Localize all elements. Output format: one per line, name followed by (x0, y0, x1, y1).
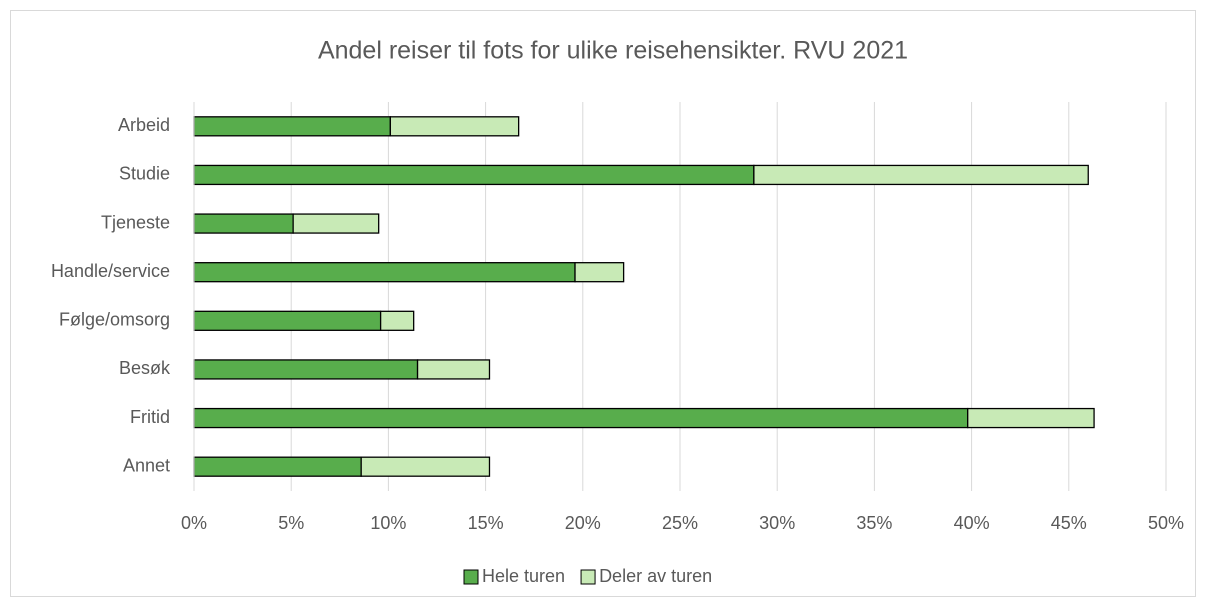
bar (379, 310, 415, 331)
bar (360, 456, 491, 477)
x-tick-label: 5% (278, 513, 304, 533)
x-tick-label: 35% (856, 513, 892, 533)
x-tick-label: 40% (954, 513, 990, 533)
x-tick-label: 10% (370, 513, 406, 533)
legend-swatch (463, 569, 479, 585)
bar (193, 456, 362, 477)
y-tick-label: Studie (119, 164, 170, 184)
x-tick-label: 30% (759, 513, 795, 533)
bar (753, 164, 1089, 186)
y-tick-label: Tjeneste (101, 212, 170, 232)
chart-border (10, 10, 1196, 597)
bar (389, 116, 520, 137)
y-tick-label: Besøk (119, 358, 171, 378)
bar (967, 407, 1095, 429)
bar (193, 262, 576, 283)
x-tick-label: 45% (1051, 513, 1087, 533)
bar (193, 359, 419, 380)
legend-label: Deler av turen (599, 566, 712, 586)
bar (574, 262, 625, 283)
bar (416, 359, 491, 380)
x-tick-label: 15% (468, 513, 504, 533)
y-tick-label: Fritid (130, 407, 170, 427)
x-tick-label: 25% (662, 513, 698, 533)
legend-label: Hele turen (482, 566, 565, 586)
x-tick-label: 50% (1148, 513, 1184, 533)
y-tick-label: Annet (123, 455, 170, 475)
x-tick-label: 20% (565, 513, 601, 533)
y-tick-label: Arbeid (118, 115, 170, 135)
bar (193, 407, 969, 429)
y-tick-label: Følge/omsorg (59, 310, 170, 330)
chart-title: Andel reiser til fots for ulike reisehen… (318, 37, 908, 65)
bar (193, 116, 391, 137)
y-tick-label: Handle/service (51, 261, 170, 281)
bar (292, 213, 380, 234)
bar (193, 164, 755, 186)
x-tick-label: 0% (181, 513, 207, 533)
bar (193, 213, 294, 234)
legend-swatch (580, 569, 596, 585)
bar (193, 310, 382, 331)
